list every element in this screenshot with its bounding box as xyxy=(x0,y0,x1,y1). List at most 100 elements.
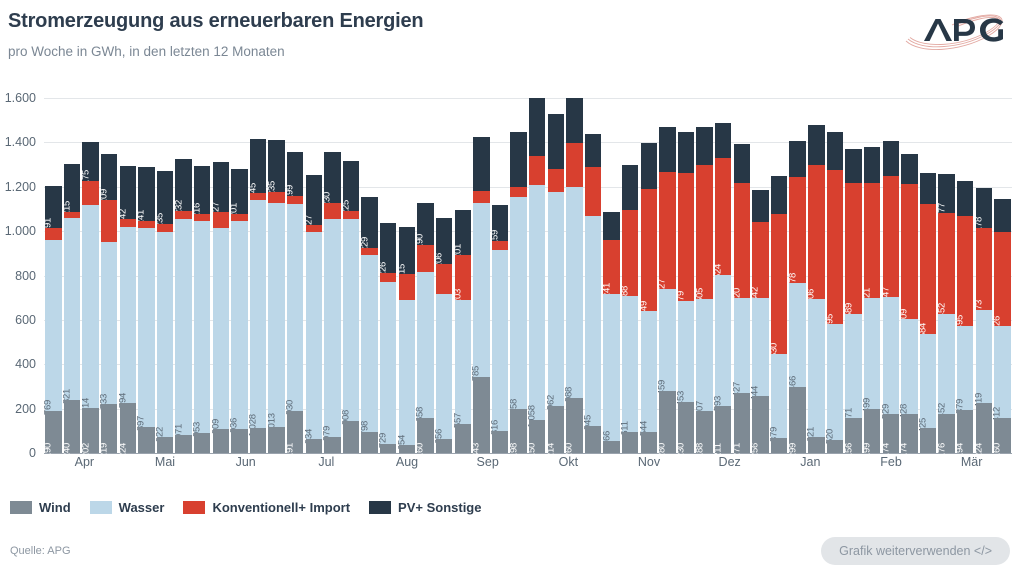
bar-segment-konv[interactable]: 605 xyxy=(694,164,713,303)
bar-column[interactable]: 945 xyxy=(582,98,603,453)
bar-segment-pv[interactable]: 159 xyxy=(489,205,509,245)
bar-segment-wasser[interactable]: 452 xyxy=(936,313,955,419)
bar-segment-konv[interactable]: 241 xyxy=(601,240,620,298)
legend-item[interactable]: Wind xyxy=(10,500,71,515)
bar-segment-konv[interactable] xyxy=(175,210,192,220)
bar-segment-wind[interactable] xyxy=(435,439,453,453)
bar-segment-wasser[interactable]: 379 xyxy=(769,353,788,443)
bar-segment-konv[interactable]: 203 xyxy=(452,254,471,305)
bar-segment-wind[interactable] xyxy=(491,430,509,453)
bar-segment-konv[interactable]: 589 xyxy=(843,183,862,319)
bar-segment-konv[interactable] xyxy=(212,212,229,228)
bar-segment-konv[interactable]: 547 xyxy=(880,175,899,302)
bar-segment-wasser[interactable]: 798 xyxy=(359,254,378,437)
bar-column[interactable]: 226 729 xyxy=(378,98,398,453)
legend-item[interactable]: Konventionell+ Import xyxy=(183,500,350,515)
bar-segment-wasser[interactable]: 544 xyxy=(638,311,658,436)
bar-segment-konv[interactable]: 584 xyxy=(917,204,937,338)
bar-segment-pv[interactable] xyxy=(956,181,974,217)
bar-segment-wasser[interactable]: 654 xyxy=(396,299,416,450)
bar-segment-pv[interactable] xyxy=(845,148,862,184)
bar-segment-wasser[interactable]: 897 xyxy=(136,227,155,431)
bar-segment-pv[interactable]: 229 xyxy=(359,196,378,252)
bar-segment-konv[interactable] xyxy=(119,219,136,228)
bar-segment-wind[interactable]: 198 xyxy=(508,409,527,458)
bar-segment-wasser[interactable]: 962 xyxy=(545,192,564,410)
bar-segment-pv[interactable] xyxy=(826,132,844,171)
bar-segment-wasser[interactable]: 729 xyxy=(378,281,397,448)
bar-column[interactable]: 584 425 xyxy=(917,98,938,453)
bar-segment-pv[interactable] xyxy=(808,124,825,165)
bar-segment-konv[interactable]: 452 xyxy=(936,213,955,318)
bar-column[interactable]: 241 666 xyxy=(601,98,621,453)
bar-segment-wasser[interactable]: 427 xyxy=(731,298,751,398)
bar-segment-konv[interactable]: 579 xyxy=(676,173,695,306)
bar-column[interactable]: 241 897 xyxy=(136,98,156,453)
bar-segment-konv[interactable] xyxy=(566,142,583,187)
bar-segment-wind[interactable] xyxy=(640,431,658,453)
bar-segment-pv[interactable] xyxy=(584,133,602,168)
bar-segment-pv[interactable]: 215 xyxy=(61,164,81,216)
bar-segment-wind[interactable] xyxy=(919,428,937,453)
bar-segment-konv[interactable] xyxy=(268,191,285,203)
bar-segment-wind[interactable]: 174 xyxy=(899,414,918,458)
bar-segment-konv[interactable] xyxy=(510,186,527,197)
bar-segment-wasser[interactable]: 471 xyxy=(843,313,862,423)
bar-segment-wind[interactable] xyxy=(603,441,620,453)
bar-segment-wasser[interactable]: 459 xyxy=(657,289,676,396)
bar-column[interactable]: 478 466 299 xyxy=(787,98,807,458)
bar-segment-wind[interactable]: 256 xyxy=(750,396,769,458)
bar-segment-konv[interactable]: 495 xyxy=(955,216,974,331)
bar-segment-wasser[interactable]: 658 xyxy=(415,271,434,422)
bar-segment-wind[interactable] xyxy=(342,420,360,453)
bar-segment-konv[interactable] xyxy=(435,263,453,294)
bar-segment-wasser[interactable]: 520 xyxy=(824,324,844,444)
bar-column[interactable]: 388 611 xyxy=(620,98,640,453)
bar-segment-pv[interactable] xyxy=(863,147,881,183)
bar-column[interactable]: 225 908 xyxy=(341,98,361,453)
bar-segment-pv[interactable]: 230 xyxy=(322,151,341,208)
bar-segment-wasser[interactable]: 794 xyxy=(117,227,136,408)
bar-segment-wasser[interactable]: 419 xyxy=(973,310,992,408)
bar-segment-wind[interactable]: 194 xyxy=(955,409,974,458)
bar-segment-pv[interactable] xyxy=(659,126,676,173)
bar-column[interactable]: 201 203 557 xyxy=(452,98,472,453)
bar-segment-konv[interactable]: 426 xyxy=(992,231,1011,331)
bar-segment-konv[interactable] xyxy=(324,202,341,220)
bar-segment-pv[interactable]: 235 xyxy=(266,139,285,196)
bar-segment-wind[interactable]: 156 xyxy=(843,418,862,458)
bar-segment-konv[interactable] xyxy=(100,199,118,242)
bar-segment-wind[interactable] xyxy=(770,437,788,453)
bar-segment-wind[interactable]: 199 xyxy=(862,408,881,458)
bar-segment-wind[interactable]: 299 xyxy=(787,386,806,458)
bar-segment-wind[interactable] xyxy=(621,431,639,453)
bar-segment-konv[interactable] xyxy=(231,213,248,221)
bar-segment-wasser[interactable]: 466 xyxy=(787,283,806,391)
bar-segment-konv[interactable] xyxy=(82,180,99,206)
bar-segment-wind[interactable] xyxy=(380,443,397,453)
bar-segment-wind[interactable]: 224 xyxy=(117,403,136,458)
bar-segment-wind[interactable]: 214 xyxy=(545,405,564,458)
bar-segment-pv[interactable] xyxy=(901,154,918,185)
bar-column[interactable]: 609 428 174 xyxy=(899,98,919,458)
bar-segment-konv[interactable]: 342 xyxy=(750,221,769,302)
bar-column[interactable]: 209 733 219 xyxy=(99,98,119,458)
bar-segment-wasser[interactable]: 934 xyxy=(303,231,323,444)
bar-segment-wasser[interactable]: 936 xyxy=(229,220,248,433)
bar-segment-konv[interactable]: 388 xyxy=(620,210,639,301)
bar-segment-wasser[interactable]: 507 xyxy=(694,298,713,416)
bar-column[interactable]: 216 953 xyxy=(192,98,212,453)
bar-column[interactable]: 589 471 156 xyxy=(843,98,863,458)
bar-segment-pv[interactable]: 216 xyxy=(192,165,211,218)
bar-segment-wind[interactable] xyxy=(361,431,378,453)
bar-segment-wind[interactable] xyxy=(212,429,229,453)
bar-segment-wind[interactable]: 190 xyxy=(43,410,62,458)
bar-segment-konv[interactable]: 521 xyxy=(862,182,881,303)
bar-column[interactable]: 201 936 xyxy=(229,98,249,453)
bar-segment-wasser[interactable]: 914 xyxy=(80,205,99,413)
bar-column[interactable]: 521 499 199 xyxy=(862,98,882,458)
bar-segment-konv[interactable]: 695 xyxy=(824,170,844,329)
bar-segment-konv[interactable] xyxy=(361,247,378,255)
bar-segment-pv[interactable] xyxy=(715,122,732,159)
bar-segment-pv[interactable]: 201 xyxy=(452,210,471,260)
